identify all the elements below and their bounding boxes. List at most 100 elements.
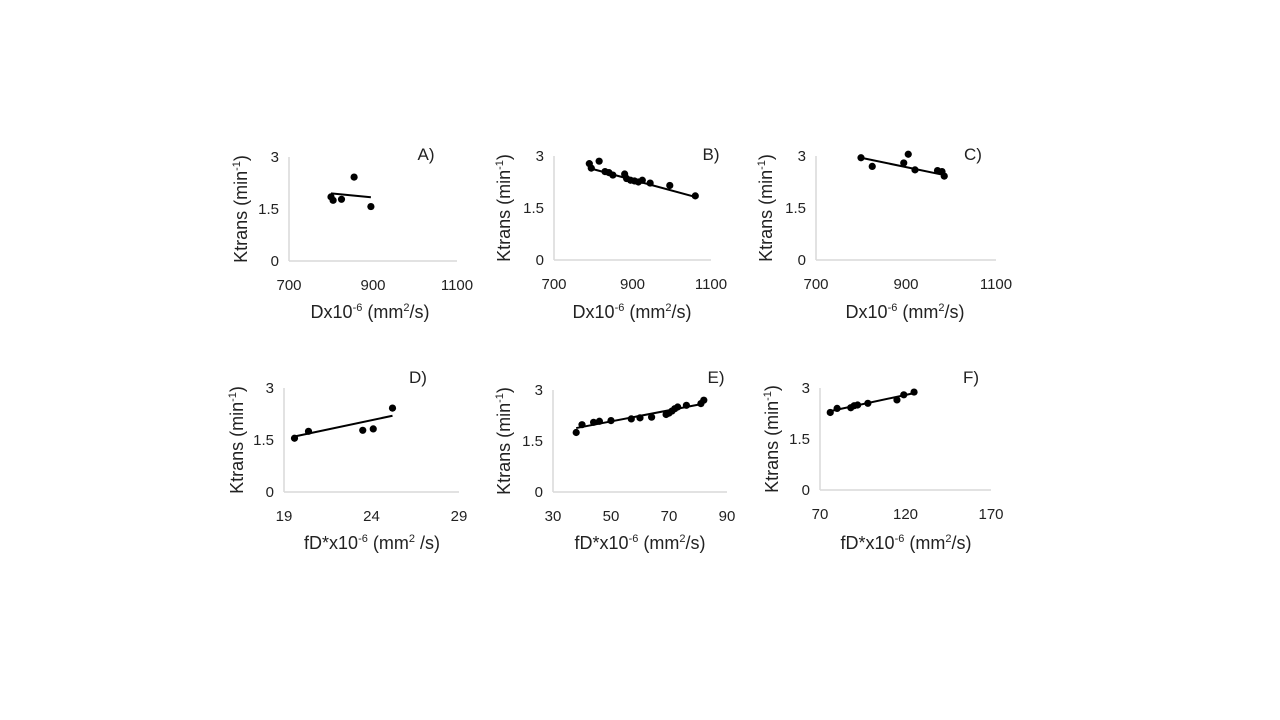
y-title-end: ) <box>227 386 247 392</box>
x-title-end: /s) <box>944 302 964 322</box>
y-tick-label: 1.5 <box>785 200 806 217</box>
x-axis-title: Dx10-6 (mm2/s) <box>846 302 965 322</box>
y-tick-label: 0 <box>802 482 810 499</box>
y-tick-label: 1.5 <box>522 433 543 450</box>
panel-label: E) <box>708 368 725 387</box>
data-point <box>910 388 918 396</box>
x-title-main: fD*x10 <box>841 533 895 553</box>
data-point <box>646 179 654 187</box>
x-tick-label: 29 <box>451 508 468 525</box>
data-point <box>893 396 901 404</box>
y-tick-label: 3 <box>535 382 543 399</box>
panel-label: F) <box>963 368 979 387</box>
data-point <box>359 426 367 434</box>
x-tick-label: 170 <box>978 506 1003 523</box>
x-tick-label: 90 <box>719 508 736 525</box>
chart-panel: 0 1.5 3 700 900 1100 C) Ktrans (min-1) Dx10-6 (m… <box>756 145 1012 322</box>
data-point <box>666 181 674 190</box>
y-axis-title: Ktrans (min-1) <box>494 387 514 495</box>
x-title-mid: (mm <box>362 302 403 322</box>
x-title-main: fD*x10 <box>304 533 358 553</box>
x-title-end: /s) <box>409 302 429 322</box>
y-title-end: ) <box>762 385 782 391</box>
y-title-end: ) <box>494 154 514 160</box>
x-title-end: /s) <box>685 533 705 553</box>
trend-line <box>830 392 915 413</box>
y-tick-label: 0 <box>536 252 544 269</box>
y-title-main: Ktrans (min <box>762 401 782 493</box>
data-point <box>674 403 682 411</box>
x-axis-title: fD*x10-6 (mm2/s) <box>841 533 972 553</box>
data-point <box>587 164 595 172</box>
y-tick-label: 3 <box>271 149 279 166</box>
trend-line <box>860 156 945 177</box>
y-tick-label: 1.5 <box>258 201 279 218</box>
x-tick-label: 120 <box>893 506 918 523</box>
x-title-main: fD*x10 <box>575 533 629 553</box>
x-tick-label: 24 <box>363 508 380 525</box>
y-tick-label: 3 <box>798 148 806 165</box>
y-tick-label: 3 <box>536 148 544 165</box>
data-point <box>833 404 841 412</box>
y-title-sup: -1 <box>231 161 243 171</box>
chart-panel: 0 1.5 3 30 50 70 90 E) Ktrans (min-1) fD*x10-6 (m… <box>494 368 735 553</box>
y-tick-label: 0 <box>798 252 806 269</box>
x-tick-label: 70 <box>812 506 829 523</box>
data-point <box>627 415 635 423</box>
x-title-sup1: -6 <box>895 533 905 545</box>
chart-panel: 0 1.5 3 70 120 170 F) Ktrans (min-1) fD*x10-6 (m… <box>762 368 1004 553</box>
y-title-main: Ktrans (min <box>494 170 514 262</box>
y-title-sup: -1 <box>227 392 239 402</box>
data-point <box>595 417 604 425</box>
y-tick-label: 0 <box>535 484 543 501</box>
x-title-mid: (mm <box>638 533 679 553</box>
panel-label: B) <box>703 145 720 164</box>
data-point <box>609 171 617 179</box>
x-title-sup2: 2 <box>938 302 944 314</box>
x-title-sup2: 2 <box>665 302 671 314</box>
x-tick-label: 70 <box>661 508 678 525</box>
x-title-mid: (mm <box>904 533 945 553</box>
x-tick-label: 1100 <box>695 276 727 293</box>
data-point <box>826 408 834 417</box>
data-point <box>595 157 603 165</box>
x-tick-label: 700 <box>541 276 566 293</box>
y-title-sup: -1 <box>762 391 774 401</box>
data-point <box>367 202 375 211</box>
data-point <box>940 172 948 180</box>
x-title-end: /s) <box>671 302 691 322</box>
x-title-main: Dx10 <box>846 302 888 322</box>
data-point <box>590 418 598 426</box>
data-point <box>691 192 699 200</box>
x-title-sup1: -6 <box>629 533 639 545</box>
y-tick-label: 1.5 <box>253 432 274 449</box>
x-axis-title: fD*x10-6 (mm2 /s) <box>304 533 440 553</box>
y-title-main: Ktrans (min <box>227 402 247 494</box>
x-title-sup1: -6 <box>615 302 625 314</box>
x-axis-title: Dx10-6 (mm2/s) <box>311 302 430 322</box>
data-point <box>854 401 862 409</box>
data-point <box>329 196 337 204</box>
x-title-sup1: -6 <box>888 302 898 314</box>
data-point <box>900 391 908 399</box>
y-axis-title: Ktrans (min-1) <box>756 154 776 262</box>
chart-panel: 0 1.5 3 19 24 29 D) Ktrans (min-1) fD*x10-6 (mm2… <box>227 368 467 553</box>
y-axis-title: Ktrans (min-1) <box>231 155 251 263</box>
x-tick-label: 19 <box>276 508 293 525</box>
data-point <box>682 401 691 409</box>
data-point <box>868 162 876 170</box>
data-point <box>857 154 865 162</box>
data-point <box>636 414 644 422</box>
y-title-main: Ktrans (min <box>494 403 514 495</box>
y-title-sup: -1 <box>756 160 768 170</box>
y-tick-label: 0 <box>266 484 274 501</box>
data-point <box>578 421 586 429</box>
x-title-sup2: 2 <box>679 533 685 545</box>
x-title-sup2: 2 <box>403 302 409 314</box>
y-title-main: Ktrans (min <box>231 171 251 263</box>
panel-label: A) <box>418 145 435 164</box>
panel-label: D) <box>409 368 427 387</box>
x-title-mid: (mm <box>624 302 665 322</box>
y-title-sup: -1 <box>494 393 506 403</box>
data-point <box>911 166 919 174</box>
